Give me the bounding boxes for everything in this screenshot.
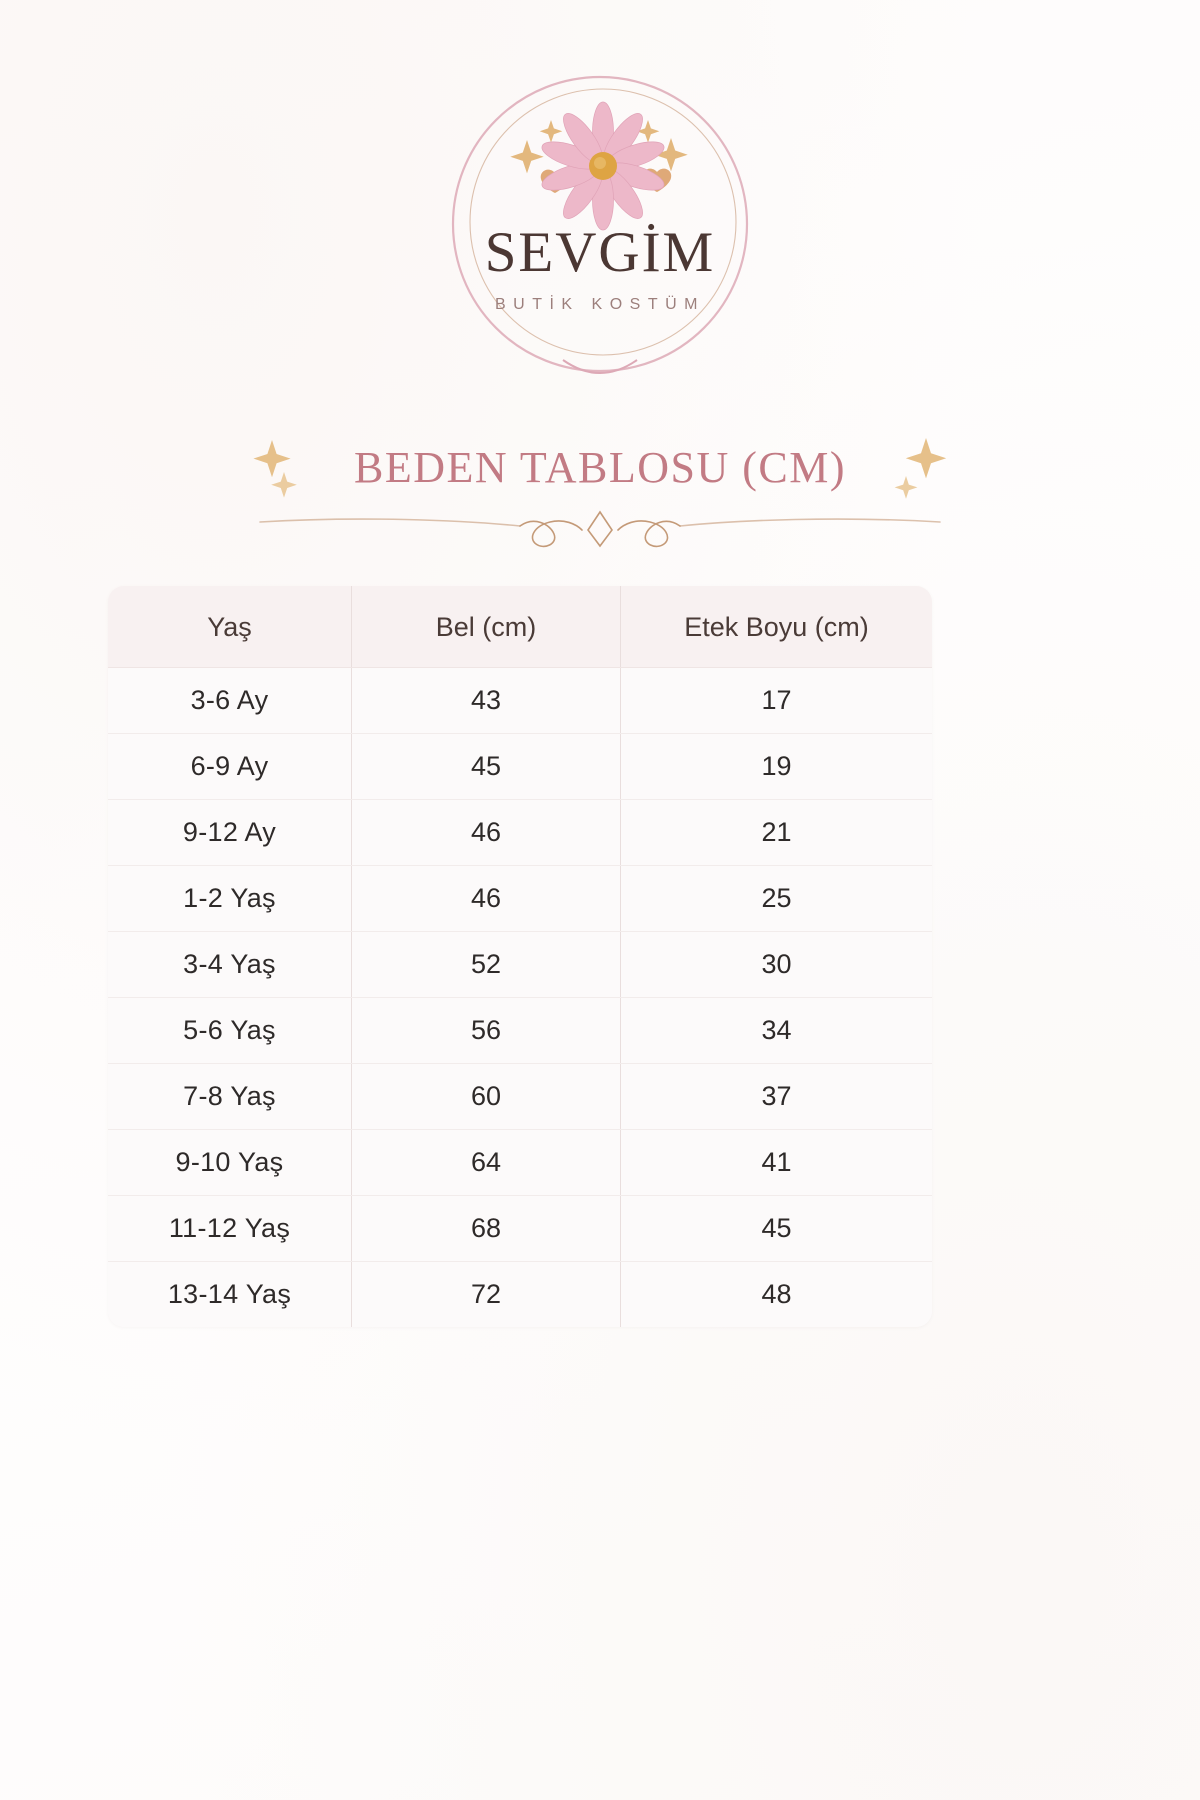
column-header-age: Yaş [108,586,352,668]
waist-cell: 60 [351,1063,621,1130]
skirt-length-cell: 48 [620,1261,932,1327]
table-row: 9-10 Yaş 64 41 [108,1129,932,1196]
skirt-length-cell: 45 [620,1195,932,1262]
ornamental-flourish-divider [259,510,941,548]
waist-cell: 56 [351,997,621,1064]
waist-cell: 45 [351,733,621,800]
table-row: 3-4 Yaş 52 30 [108,931,932,998]
sparkle-icon [253,440,297,498]
table-row: 9-12 Ay 46 21 [108,799,932,866]
table-row: 7-8 Yaş 60 37 [108,1063,932,1130]
page-title-row: BEDEN TABLOSU (CM) [0,432,1200,502]
table-row: 3-6 Ay 43 17 [108,667,932,734]
waist-cell: 46 [351,865,621,932]
brand-logo: SEVGİM BUTİK KOSTÜM [0,72,1200,390]
age-cell: 5-6 Yaş [108,997,352,1064]
age-cell: 9-10 Yaş [108,1129,352,1196]
age-cell: 7-8 Yaş [108,1063,352,1130]
age-cell: 6-9 Ay [108,733,352,800]
table-header: Yaş Bel (cm) Etek Boyu (cm) [108,586,932,668]
age-cell: 1-2 Yaş [108,865,352,932]
skirt-length-cell: 21 [620,799,932,866]
page-title: BEDEN TABLOSU (CM) [353,442,846,492]
age-cell: 3-4 Yaş [108,931,352,998]
size-chart-card: Yaş Bel (cm) Etek Boyu (cm) 3-6 Ay 43 17 6-… [108,586,932,1327]
age-cell: 9-12 Ay [108,799,352,866]
age-cell: 13-14 Yaş [108,1261,352,1327]
waist-cell: 46 [351,799,621,866]
skirt-length-cell: 41 [620,1129,932,1196]
table-body: 3-6 Ay 43 17 6-9 Ay 45 19 9-12 Ay 46 21 1-2 Yaş 46… [108,667,932,1327]
waist-cell: 52 [351,931,621,998]
table-row: 1-2 Yaş 46 25 [108,865,932,932]
waist-cell: 43 [351,667,621,734]
table-row: 13-14 Yaş 72 48 [108,1261,932,1327]
brand-name: SEVGİM [484,221,716,284]
table-row: 5-6 Yaş 56 34 [108,997,932,1064]
waist-cell: 64 [351,1129,621,1196]
table-header-row: Yaş Bel (cm) Etek Boyu (cm) [108,586,932,668]
ornamental-divider [0,500,1200,554]
size-chart-table: Yaş Bel (cm) Etek Boyu (cm) 3-6 Ay 43 17 6-… [108,586,932,1327]
skirt-length-cell: 37 [620,1063,932,1130]
sparkle-icon [894,438,947,499]
skirt-length-cell: 19 [620,733,932,800]
brand-tagline: BUTİK KOSTÜM [494,296,705,313]
waist-cell: 72 [351,1261,621,1327]
age-cell: 11-12 Yaş [108,1195,352,1262]
column-header-waist: Bel (cm) [351,586,621,668]
daisy-flower-icon [541,101,665,231]
skirt-length-cell: 25 [620,865,932,932]
table-row: 11-12 Yaş 68 45 [108,1195,932,1262]
skirt-length-cell: 30 [620,931,932,998]
skirt-length-cell: 34 [620,997,932,1064]
column-header-skirt-length: Etek Boyu (cm) [620,586,932,668]
sparkle-icon [510,120,688,174]
logo-artwork [451,75,749,374]
waist-cell: 68 [351,1195,621,1262]
table-row: 6-9 Ay 45 19 [108,733,932,800]
skirt-length-cell: 17 [620,667,932,734]
age-cell: 3-6 Ay [108,667,352,734]
